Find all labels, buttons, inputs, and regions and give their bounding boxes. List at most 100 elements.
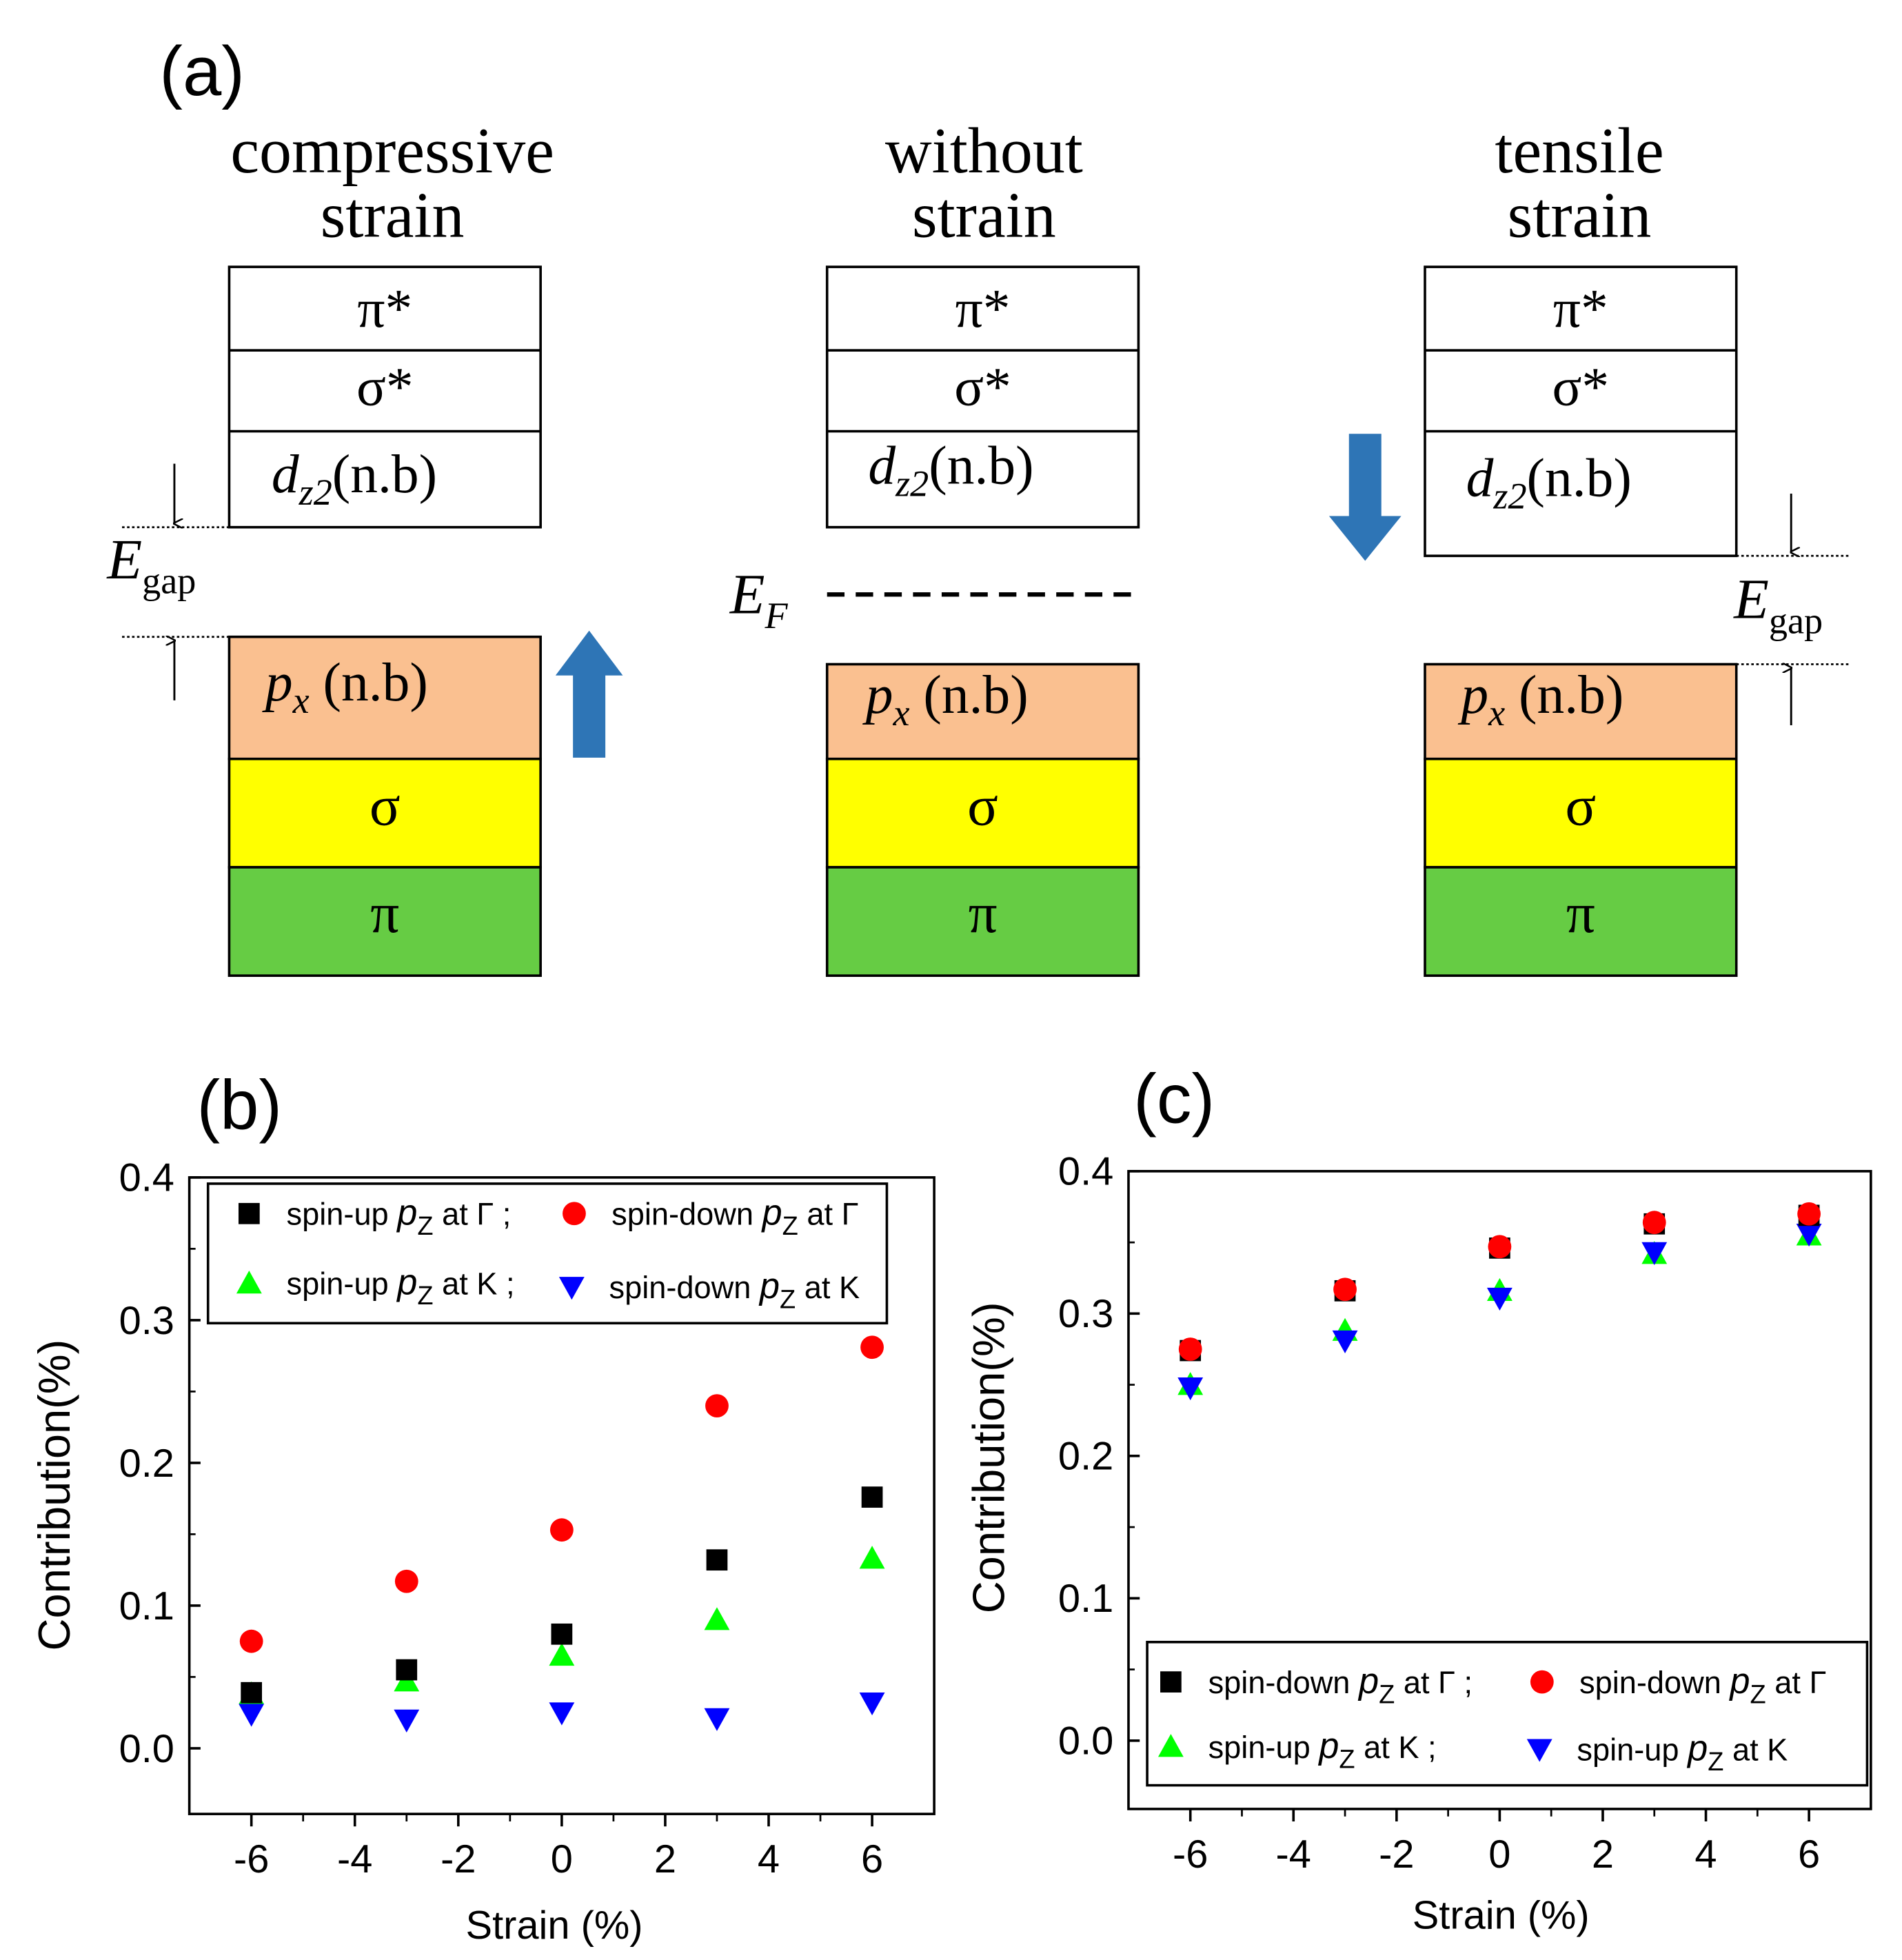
panel-c-x-axis-label: Strain (%) [1413, 1893, 1590, 1937]
unstrained-sigma-band [825, 757, 1140, 869]
b-x-tick-label: -6 [234, 1837, 269, 1881]
without-title-line2: strain [912, 180, 1056, 252]
compressive-pi-band [227, 866, 542, 977]
c-y-tick-label: 0.3 [1058, 1292, 1113, 1336]
b-point-circle [549, 1518, 574, 1542]
compressive-conduction-box [227, 265, 542, 529]
tensile-title-line2: strain [1508, 180, 1652, 252]
c-y-tick-label: 0.4 [1058, 1150, 1113, 1194]
compressive-shift-up-arrow-icon [555, 630, 623, 758]
panel-b-label: (b) [196, 1066, 282, 1144]
c-legend-label: spin-down pZ at Γ [1579, 1661, 1826, 1709]
c-x-tick-label: 0 [1488, 1832, 1510, 1877]
compressive-band-diagram: π* σ* dz2(n.b) px (n.b) σ π Egap [106, 265, 623, 977]
unstrained-pi: π [969, 881, 998, 944]
b-legend-label: spin-up pZ at K ; [287, 1263, 515, 1311]
panel-a-label: (a) [159, 32, 245, 110]
panel-c-label: (c) [1133, 1060, 1215, 1138]
c-x-tick-label: -2 [1379, 1832, 1414, 1877]
unstrained-band-diagram: π* σ* dz2(n.b) px (n.b) σ π EF [729, 265, 1140, 977]
unstrained-px-band [825, 663, 1140, 760]
b-point-triangle-up [859, 1546, 885, 1569]
compressive-sigma: σ [370, 774, 401, 838]
unstrained-sigma-star: σ* [954, 357, 1011, 418]
compressive-title-line1: compressive [230, 115, 554, 187]
b-legend-label: spin-up pZ at Γ ; [287, 1193, 512, 1241]
b-legend-triangle-down-icon [558, 1277, 585, 1300]
c-legend-square-icon [1160, 1671, 1182, 1693]
b-point-triangle-down [704, 1708, 730, 1731]
c-point-triangle-down [1486, 1287, 1513, 1311]
tensile-band-diagram: π* σ* dz2(n.b) px (n.b) σ π Egap [1328, 265, 1849, 977]
b-legend-circle-icon [563, 1202, 586, 1226]
compressive-title-line2: strain [321, 180, 465, 252]
c-y-tick-label: 0.0 [1058, 1719, 1113, 1764]
b-point-square [706, 1549, 728, 1571]
b-point-square [396, 1659, 418, 1681]
panel-b-chart: (b) 0.0 0.1 0.2 0.3 0.4 -6 -4 -2 0 2 4 6 Strain (%… [29, 1066, 935, 1948]
b-x-tick-label: -4 [337, 1837, 372, 1881]
tensile-shift-down-arrow-icon [1328, 434, 1402, 561]
c-y-tick-label: 0.2 [1058, 1435, 1113, 1479]
c-x-tick-label: 6 [1798, 1832, 1820, 1877]
c-y-tick-label: 0.1 [1058, 1577, 1113, 1621]
b-point-circle [394, 1569, 418, 1593]
b-x-tick-label: 0 [551, 1837, 573, 1881]
panel-b-y-axis-label: Contribution(%) [29, 1340, 79, 1651]
tensile-pi: π [1566, 881, 1595, 944]
unstrained-dz2: dz2(n.b) [868, 435, 1033, 504]
compressive-dz2: dz2(n.b) [272, 444, 437, 513]
tensile-pi-band [1424, 866, 1738, 977]
b-y-tick-label: 0.0 [119, 1727, 174, 1771]
compressive-pi: π [370, 881, 399, 944]
c-point-circle [1488, 1235, 1512, 1259]
compressive-pi-star: π* [357, 279, 412, 339]
b-point-triangle-up [549, 1642, 575, 1666]
b-y-tick-label: 0.2 [119, 1442, 174, 1486]
unstrained-sigma: σ [967, 774, 998, 838]
unstrained-pi-band [825, 866, 1140, 977]
panel-b-legend: spin-up pZ at Γ ; spin-down pZ at Γ spin-u… [206, 1182, 889, 1325]
b-point-circle [860, 1335, 884, 1360]
b-y-tick-label: 0.4 [119, 1156, 174, 1200]
b-legend-square-icon [239, 1202, 260, 1224]
b-point-circle [705, 1394, 729, 1417]
fermi-level-label: EF [729, 562, 789, 636]
unstrained-conduction-box [825, 265, 1140, 529]
b-point-square [551, 1623, 573, 1645]
c-point-triangle-down [1796, 1223, 1822, 1247]
b-legend-label: spin-down pZ at K [609, 1266, 860, 1314]
unstrained-pi-star: π* [955, 279, 1011, 339]
c-point-triangle-down [1641, 1242, 1668, 1265]
c-legend-label: spin-down pZ at Γ ; [1208, 1661, 1473, 1709]
panel-c-legend-box [1146, 1641, 1869, 1787]
compressive-sigma-star: σ* [356, 357, 414, 418]
tensile-dz2: dz2(n.b) [1466, 448, 1632, 517]
b-point-triangle-down [859, 1692, 885, 1716]
unstrained-px: px (n.b) [862, 665, 1029, 734]
tensile-sigma-star: σ* [1552, 357, 1610, 418]
c-legend-label: spin-up pZ at K [1577, 1728, 1788, 1776]
c-x-tick-label: 2 [1592, 1832, 1614, 1877]
c-point-circle [1642, 1211, 1666, 1235]
b-point-triangle-down [549, 1702, 575, 1726]
panel-b-x-axis-label: Strain (%) [466, 1903, 643, 1948]
c-point-triangle-down [1177, 1377, 1204, 1401]
c-legend-triangle-up-icon [1157, 1734, 1184, 1757]
c-legend-circle-icon [1530, 1670, 1554, 1694]
b-point-triangle-up [704, 1607, 730, 1630]
b-y-tick-label: 0.1 [119, 1584, 174, 1628]
tensile-title-line1: tensile [1495, 115, 1663, 187]
c-x-tick-label: -6 [1173, 1832, 1208, 1877]
c-point-circle [1333, 1277, 1357, 1302]
panel-c-y-axis-label: Contribution(%) [963, 1302, 1013, 1614]
compressive-px: px (n.b) [262, 652, 428, 721]
b-x-tick-label: 4 [758, 1837, 780, 1881]
panel-a-diagram: (a) compressive strain without strain te… [106, 32, 1849, 977]
b-point-square [241, 1681, 263, 1704]
b-legend-triangle-up-icon [236, 1271, 262, 1294]
panel-c-chart: (c) 0.0 0.1 0.2 0.3 0.4 -6 -4 -2 0 2 4 6 Strain (%… [963, 1060, 1872, 1937]
c-point-circle [1797, 1202, 1821, 1226]
b-point-triangle-down [239, 1704, 265, 1727]
